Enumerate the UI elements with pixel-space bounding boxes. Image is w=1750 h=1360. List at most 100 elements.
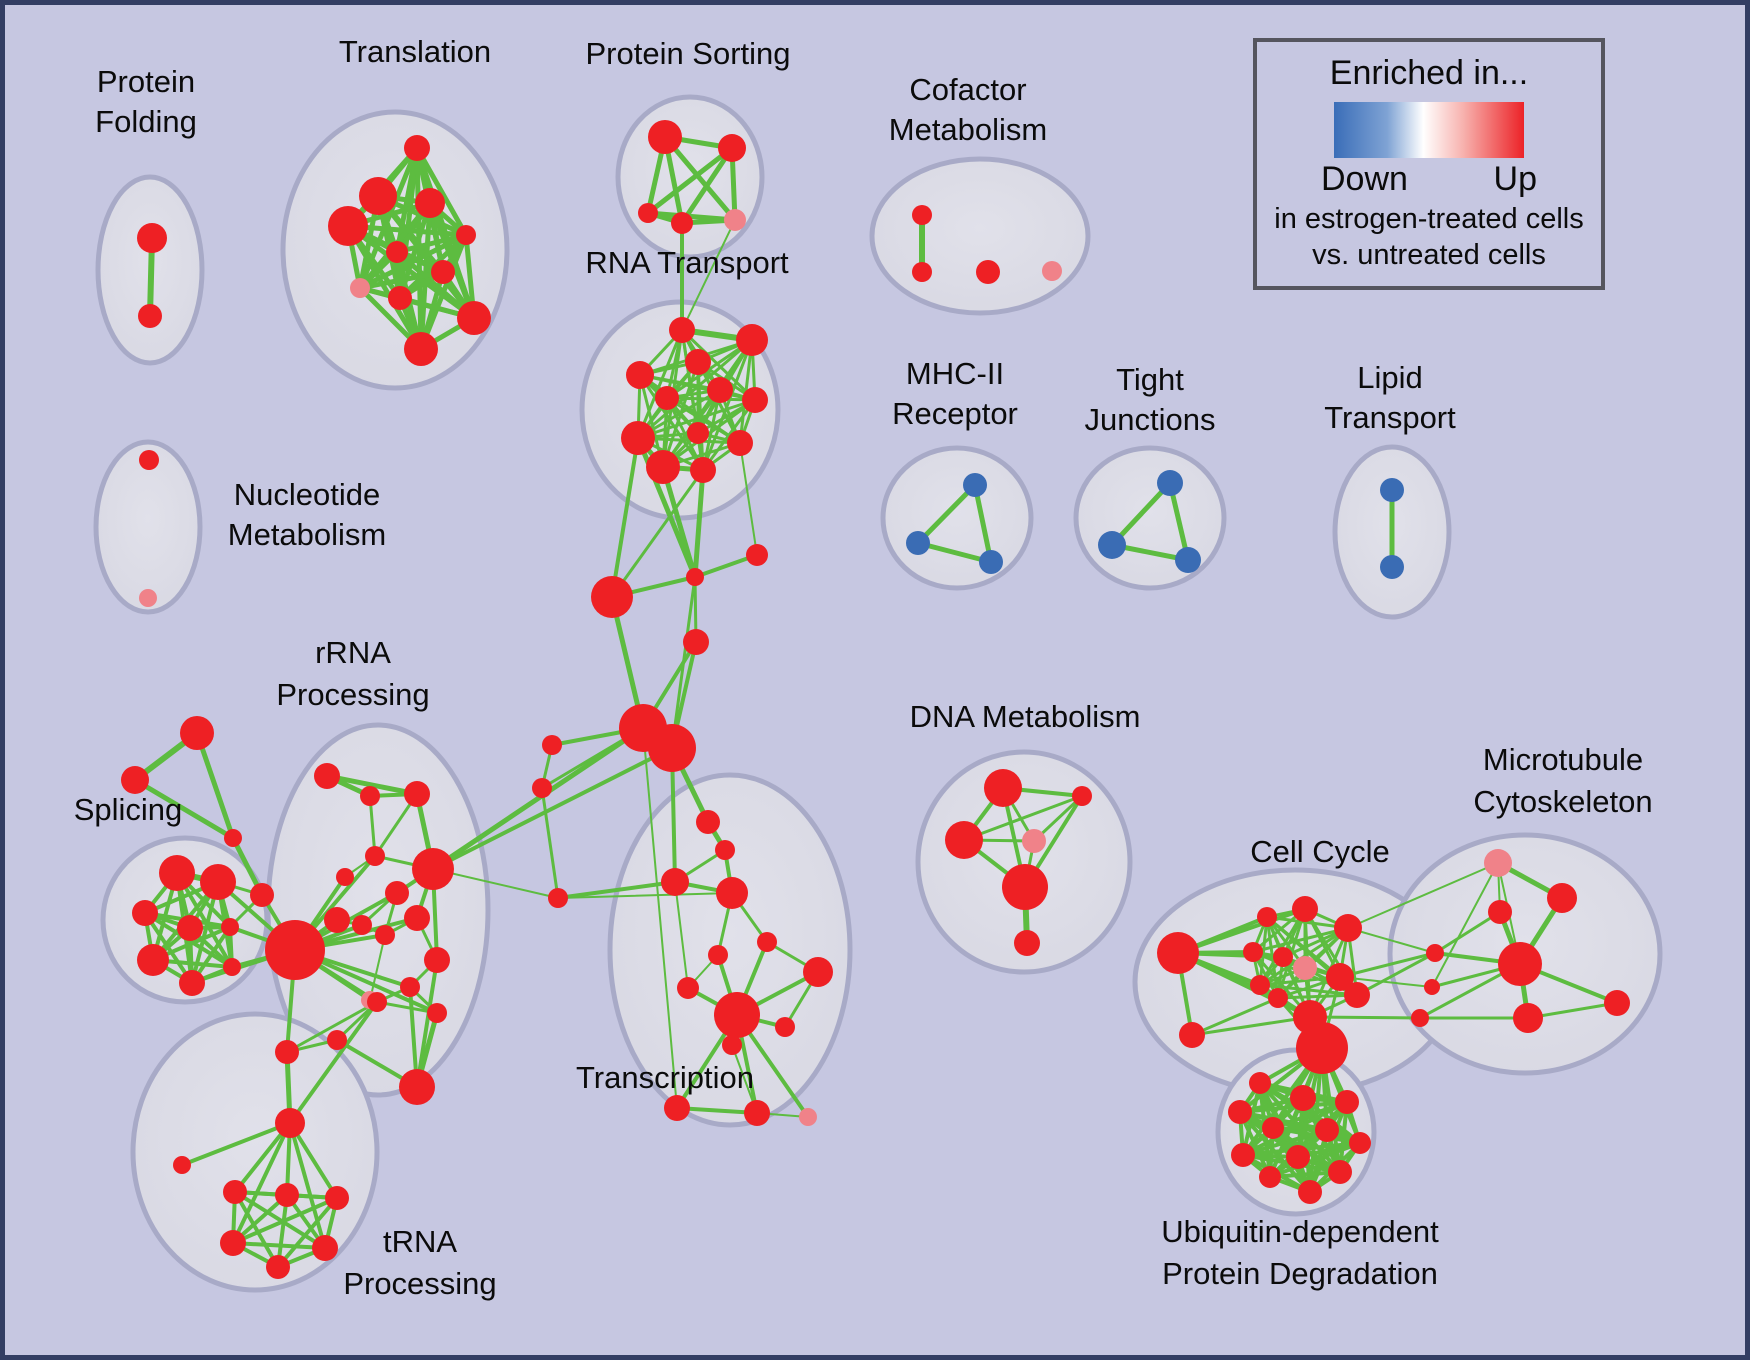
edge-tn4-tn8	[276, 1193, 289, 1269]
node-t5	[456, 225, 476, 245]
node-t10	[457, 301, 491, 335]
node-mt6	[1604, 990, 1630, 1016]
legend-subtitle-line1: in estrogen-treated cells	[1274, 203, 1584, 235]
node-tr13	[744, 1100, 770, 1126]
node-r7	[742, 387, 768, 413]
node-rr6	[412, 848, 454, 890]
node-mt2	[1547, 883, 1577, 913]
node-t2	[359, 177, 397, 215]
edge-tj1-tj2	[1109, 480, 1173, 548]
edge-r9-r10	[636, 436, 742, 445]
edge-x5-rr6	[430, 725, 646, 872]
node-sp1	[159, 855, 195, 891]
edge-tn1-tn7	[288, 1121, 327, 1250]
node-lp1	[1380, 478, 1404, 502]
edge-s2-s3	[645, 145, 735, 216]
cluster-label-rrna-processing-1: Processing	[276, 677, 429, 712]
node-mt3	[1488, 900, 1512, 924]
edge-tn3-tn7	[233, 1190, 327, 1250]
node-sp2	[200, 864, 236, 900]
node-rr18	[275, 1040, 299, 1064]
node-s3	[638, 203, 658, 223]
cluster-ellipse-tight-junctions	[1073, 445, 1227, 591]
cluster-label-ubiquitin-degradation-0: Ubiquitin-dependent	[1161, 1214, 1439, 1249]
node-rr15	[400, 977, 420, 997]
layer-labels: Protein Folding Translation Protein Sorting…	[74, 34, 1653, 1301]
node-d6	[1014, 930, 1040, 956]
node-t9	[388, 286, 412, 310]
node-tr1	[696, 810, 720, 834]
edge-tr3-tr7	[674, 881, 689, 989]
node-m1	[963, 473, 987, 497]
node-tr11	[722, 1035, 742, 1055]
node-rr16	[367, 992, 387, 1012]
edge-tj1-tj3	[1167, 480, 1191, 563]
cluster-label-tight-junctions-0: Tight	[1116, 362, 1184, 397]
edge-mt1-cn2	[1431, 862, 1499, 988]
node-r4	[626, 361, 654, 389]
node-ub12	[1298, 1180, 1322, 1204]
node-tr6	[708, 945, 728, 965]
node-sp8	[223, 958, 241, 976]
edge-cc1-cc4	[1176, 907, 1307, 955]
node-cc7	[1273, 947, 1293, 967]
node-rr7	[385, 881, 409, 905]
cluster-label-lipid-transport-1: Transport	[1324, 400, 1456, 435]
node-tr2	[715, 840, 735, 860]
edge-rr16-rr18	[285, 1000, 379, 1054]
node-tr10	[775, 1017, 795, 1037]
edge-x2-r11	[660, 464, 698, 580]
cluster-label-mhc-ii-receptor-1: Receptor	[892, 396, 1018, 431]
edge-x8-ct9	[540, 786, 560, 900]
node-mt1	[1484, 849, 1512, 877]
node-rr9	[352, 915, 372, 935]
node-rr4	[365, 846, 385, 866]
node-r8	[687, 422, 709, 444]
node-rr2	[360, 786, 380, 806]
edge-tn1-tn2	[180, 1121, 292, 1167]
cluster-label-dna-metabolism-0: DNA Metabolism	[910, 699, 1141, 734]
edge-cc3-cc10	[1258, 915, 1269, 987]
node-tg1	[180, 716, 214, 750]
edge-r4-r12	[638, 373, 705, 472]
edge-cc14-cn1	[1355, 951, 1437, 997]
cluster-ellipse-protein-sorting	[615, 94, 765, 260]
node-x8	[532, 778, 552, 798]
node-m3	[979, 550, 1003, 574]
node-x6	[648, 724, 696, 772]
node-d4	[1022, 829, 1046, 853]
edge-m2-m3	[915, 540, 994, 565]
node-cc4	[1292, 896, 1318, 922]
edge-r12-x1	[610, 468, 705, 599]
cluster-label-splicing-0: Splicing	[74, 792, 183, 827]
edge-r7-r11	[661, 398, 757, 469]
edge-cc2-cc12	[1190, 1015, 1312, 1037]
node-tn3	[223, 1180, 247, 1204]
edge-cc11-cc14	[1276, 993, 1359, 1000]
legend-gradient-bar	[1334, 102, 1524, 158]
node-rr8	[324, 907, 350, 933]
edge-cc1-cc12	[1176, 951, 1312, 1019]
node-cc3	[1257, 907, 1277, 927]
cluster-label-ubiquitin-degradation-1: Protein Degradation	[1162, 1256, 1438, 1291]
node-cc1	[1157, 932, 1199, 974]
edge-cc5-cn1	[1347, 927, 1436, 954]
edge-cc9-cn2	[1339, 976, 1433, 988]
node-rr20	[327, 1030, 347, 1050]
node-t7	[431, 260, 455, 284]
node-rr19	[399, 1069, 435, 1105]
node-lp2	[1380, 555, 1404, 579]
edge-x1-r9	[610, 436, 640, 599]
node-cf2	[912, 262, 932, 282]
node-r10	[727, 430, 753, 456]
node-m2	[906, 531, 930, 555]
edge-cc2-cc11	[1190, 996, 1280, 1037]
node-ub5	[1262, 1117, 1284, 1139]
edge-s5-r1	[681, 219, 736, 331]
node-t8	[350, 278, 370, 298]
edge-cc5-mt1	[1347, 862, 1499, 929]
node-r5	[707, 377, 733, 403]
edge-tr12-tr13	[675, 1106, 759, 1115]
node-tj1	[1157, 470, 1183, 496]
